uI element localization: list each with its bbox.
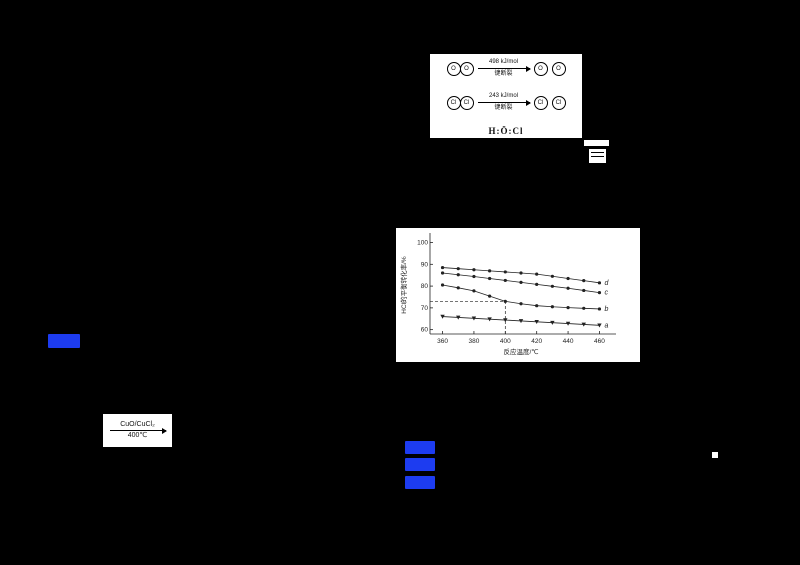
svg-text:360: 360 (437, 338, 448, 345)
bond-row-oxygen: O O 498 kJ/mol 键断裂 O O (432, 58, 580, 79)
glyph-line (591, 156, 604, 157)
svg-text:420: 420 (531, 338, 542, 345)
bond-energy-label: 498 kJ/mol (488, 59, 518, 65)
svg-text:380: 380 (469, 338, 480, 345)
chart-canvas: 60 70 80 90 100 360 380 400 420 440 460 HCl的平衡转化率/%… (399, 233, 616, 356)
svg-text:400: 400 (500, 338, 511, 345)
atom-circle: Cl (551, 95, 566, 110)
svg-text:70: 70 (421, 305, 429, 312)
hcl-conversion-chart: 60 70 80 90 100 360 380 400 420 440 460 HCl的平衡转化率/%… (396, 228, 640, 362)
atom-circle: Cl (533, 95, 548, 110)
svg-text:b: b (604, 306, 608, 313)
svg-text:90: 90 (421, 261, 429, 268)
reaction-condition-box: CuO/CuCl₂ 400℃ (103, 414, 172, 447)
right-arrow-icon (477, 99, 531, 106)
bullet-dot (712, 452, 718, 458)
svg-text:440: 440 (563, 338, 574, 345)
right-arrow-icon (477, 65, 531, 72)
separated-atoms: O O (533, 61, 566, 76)
svg-text:100: 100 (417, 240, 428, 247)
atom-circle: O (446, 61, 461, 76)
separated-atoms: Cl Cl (533, 95, 566, 110)
bond-row-chlorine: Cl Cl 243 kJ/mol 键断裂 Cl Cl (432, 92, 580, 113)
svg-text:80: 80 (421, 283, 429, 290)
right-arrow-icon (109, 427, 167, 434)
glyph-line (591, 152, 604, 153)
bond-energy-label: 243 kJ/mol (488, 93, 518, 99)
small-formula-glyph-bar (584, 140, 609, 146)
svg-text:60: 60 (421, 327, 429, 334)
svg-text:d: d (604, 280, 609, 287)
bonded-atom-pair: Cl Cl (446, 95, 474, 110)
reaction-arrow-group: 498 kJ/mol 键断裂 (477, 58, 531, 79)
bond-break-label: 键断裂 (494, 105, 513, 111)
atom-circle: Cl (459, 95, 474, 110)
highlight-box-3[interactable] (405, 476, 435, 489)
small-formula-glyph (589, 149, 606, 163)
svg-text:HCl的平衡转化率/%: HCl的平衡转化率/% (399, 256, 408, 314)
atom-circle: O (533, 61, 548, 76)
bond-break-label: 键断裂 (494, 71, 513, 77)
svg-text:反应温度/℃: 反应温度/℃ (503, 347, 538, 356)
svg-text:c: c (604, 290, 608, 297)
atom-circle: O (459, 61, 474, 76)
catalyst-label: CuO/CuCl₂ (120, 420, 155, 428)
bonded-atom-pair: O O (446, 61, 474, 76)
atom-circle: Cl (446, 95, 461, 110)
lewis-structure-hclo: H:Ö:Cl (488, 126, 524, 136)
bond-energy-diagram: O O 498 kJ/mol 键断裂 O O Cl Cl 243 kJ/mol … (430, 54, 582, 138)
svg-text:460: 460 (594, 338, 605, 345)
reaction-arrow-group: 243 kJ/mol 键断裂 (477, 92, 531, 113)
highlight-box-left[interactable] (48, 334, 80, 348)
highlight-box-2[interactable] (405, 458, 435, 471)
temperature-label: 400℃ (127, 432, 148, 439)
highlight-box-1[interactable] (405, 441, 435, 454)
svg-text:a: a (604, 322, 608, 329)
atom-circle: O (551, 61, 566, 76)
